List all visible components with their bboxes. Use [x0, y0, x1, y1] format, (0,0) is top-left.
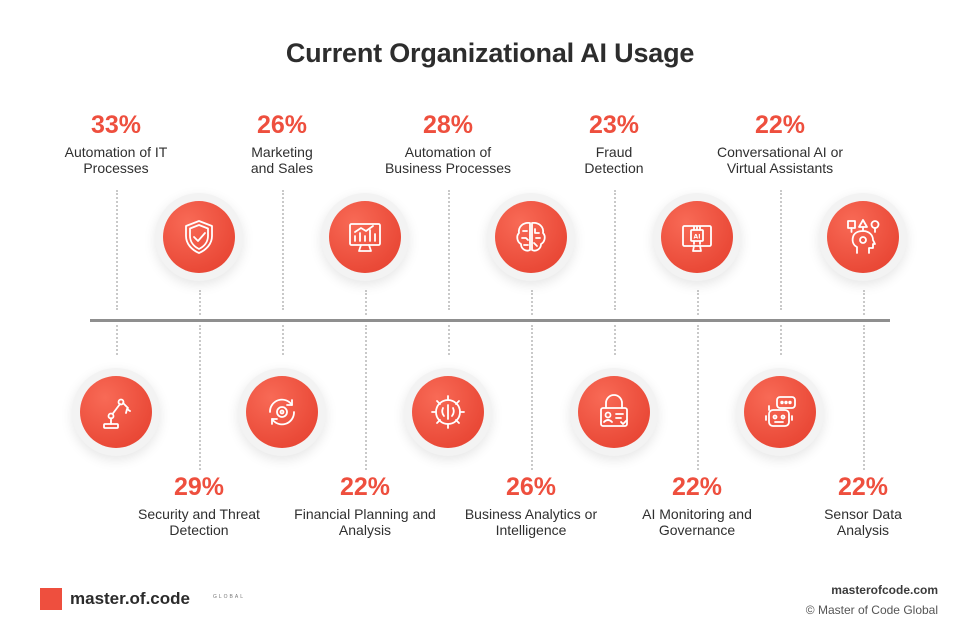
stat-label: 26% Marketing and Sales — [192, 110, 372, 176]
connector-dots — [614, 190, 616, 310]
brand-logo-mark — [40, 588, 62, 610]
connector-dots — [448, 325, 450, 355]
page-title: Current Organizational AI Usage — [285, 38, 695, 68]
footer-copyright: © Master of Code Global — [805, 603, 938, 617]
icon-badge — [404, 368, 492, 456]
svg-text:AI: AI — [694, 234, 701, 241]
icon-badge — [487, 193, 575, 281]
connector-dots — [697, 290, 699, 315]
connector-dots — [199, 290, 201, 315]
connector-dots — [448, 190, 450, 310]
connector-dots — [531, 290, 533, 315]
connector-dots — [863, 325, 865, 470]
stat-label: 26% Business Analytics or Intelligence — [441, 472, 621, 538]
connector-dots — [282, 190, 284, 310]
brand-name: master.of.code — [70, 589, 190, 608]
refresh-gear-icon — [269, 398, 295, 426]
stat-description: AI Monitoring and Governance — [642, 506, 752, 538]
ai-monitor-icon: AI — [682, 225, 712, 252]
stat-percent: 28% — [422, 111, 474, 139]
connector-dots — [116, 190, 118, 310]
icon-badge — [736, 368, 824, 456]
stat-percent: 22% — [837, 473, 889, 501]
stat-percent: 22% — [339, 473, 391, 501]
stat-percent: 29% — [173, 473, 225, 501]
stat-percent: 26% — [505, 473, 557, 501]
stat-description: Sensor Data Analysis — [824, 506, 902, 538]
head-shapes-icon — [847, 219, 880, 254]
icon-badge — [819, 193, 907, 281]
connector-dots — [863, 290, 865, 315]
stat-label: 22% Financial Planning and Analysis — [275, 472, 455, 538]
stat-label: 23% Fraud Detection — [524, 110, 704, 176]
lock-id-icon — [600, 394, 628, 427]
connector-dots — [365, 325, 367, 470]
icon-badge: AI — [653, 193, 741, 281]
connector-dots — [614, 325, 616, 355]
stat-label: 29% Security and Threat Detection — [109, 472, 289, 538]
stat-description: Marketing and Sales — [250, 144, 314, 176]
icon-badge — [321, 193, 409, 281]
connector-dots — [531, 325, 533, 470]
footer-site: masterofcode.com — [831, 583, 938, 597]
robot-arm-icon — [103, 398, 131, 429]
stat-label: 22% Sensor Data Analysis — [773, 472, 953, 538]
icon-badge — [72, 368, 160, 456]
stat-description: Automation of Business Processes — [384, 144, 512, 176]
stat-percent: 26% — [256, 111, 308, 139]
icon-badge — [155, 193, 243, 281]
connector-dots — [116, 325, 118, 355]
stat-label: 22% Conversational AI or Virtual Assistan… — [690, 110, 870, 176]
gear-brain-icon — [431, 395, 465, 429]
icon-badge — [238, 368, 326, 456]
connector-dots — [199, 325, 201, 470]
stat-description: Financial Planning and Analysis — [294, 506, 436, 538]
stat-description: Fraud Detection — [584, 144, 644, 176]
connector-dots — [780, 190, 782, 310]
stat-description: Automation of IT Processes — [64, 144, 168, 176]
timeline-axis — [90, 319, 890, 322]
chatbot-icon — [765, 396, 796, 427]
connector-dots — [697, 325, 699, 470]
stat-description: Security and Threat Detection — [138, 506, 260, 538]
stat-label: 22% AI Monitoring and Governance — [607, 472, 787, 538]
brain-circuit-icon — [516, 221, 546, 252]
stat-label: 28% Automation of Business Processes — [358, 110, 538, 176]
connector-dots — [365, 290, 367, 315]
stat-description: Conversational AI or Virtual Assistants — [716, 144, 844, 176]
stat-description: Business Analytics or Intelligence — [464, 506, 598, 538]
monitor-chart-icon — [349, 223, 381, 252]
connector-dots — [282, 325, 284, 355]
stat-percent: 22% — [671, 473, 723, 501]
connector-dots — [780, 325, 782, 355]
icon-badge — [570, 368, 658, 456]
stat-percent: 23% — [588, 111, 640, 139]
stat-percent: 33% — [90, 111, 142, 139]
brand-suffix: GLOBAL — [213, 594, 246, 600]
shield-check-icon — [185, 220, 213, 254]
stat-label: 33% Automation of IT Processes — [26, 110, 206, 176]
stat-percent: 22% — [754, 111, 806, 139]
